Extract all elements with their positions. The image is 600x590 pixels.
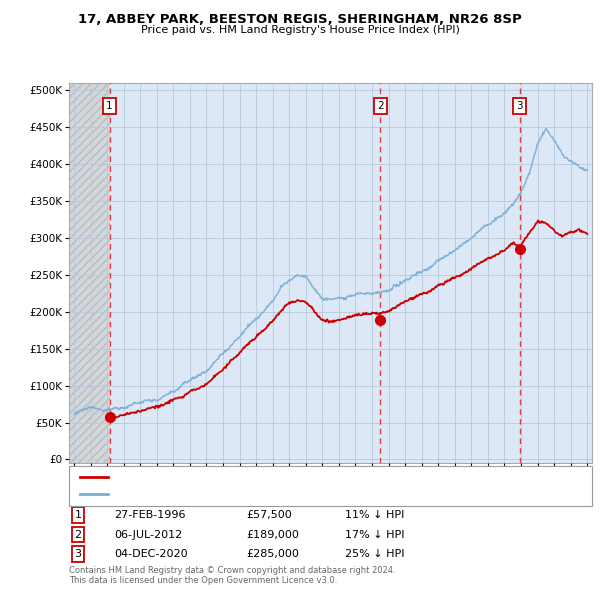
Text: 06-JUL-2012: 06-JUL-2012: [114, 530, 182, 539]
Text: 3: 3: [517, 101, 523, 112]
Text: 27-FEB-1996: 27-FEB-1996: [114, 510, 185, 520]
Text: 3: 3: [74, 549, 82, 559]
Text: 1: 1: [74, 510, 82, 520]
Bar: [69, 83, 110, 463]
Text: Price paid vs. HM Land Registry's House Price Index (HPI): Price paid vs. HM Land Registry's House …: [140, 25, 460, 35]
Text: HPI: Average price, detached house, North Norfolk: HPI: Average price, detached house, Nort…: [113, 489, 359, 499]
Text: £285,000: £285,000: [246, 549, 299, 559]
Text: Contains HM Land Registry data © Crown copyright and database right 2024.
This d: Contains HM Land Registry data © Crown c…: [69, 566, 395, 585]
Text: 17% ↓ HPI: 17% ↓ HPI: [345, 530, 404, 539]
Text: 25% ↓ HPI: 25% ↓ HPI: [345, 549, 404, 559]
Text: £189,000: £189,000: [246, 530, 299, 539]
Text: 04-DEC-2020: 04-DEC-2020: [114, 549, 188, 559]
Text: 2: 2: [377, 101, 384, 112]
Text: 17, ABBEY PARK, BEESTON REGIS, SHERINGHAM, NR26 8SP: 17, ABBEY PARK, BEESTON REGIS, SHERINGHA…: [78, 13, 522, 26]
Text: 11% ↓ HPI: 11% ↓ HPI: [345, 510, 404, 520]
Text: 17, ABBEY PARK, BEESTON REGIS, SHERINGHAM, NR26 8SP (detached house): 17, ABBEY PARK, BEESTON REGIS, SHERINGHA…: [113, 472, 493, 482]
Text: 2: 2: [74, 530, 82, 539]
Text: 1: 1: [106, 101, 113, 112]
Text: £57,500: £57,500: [246, 510, 292, 520]
